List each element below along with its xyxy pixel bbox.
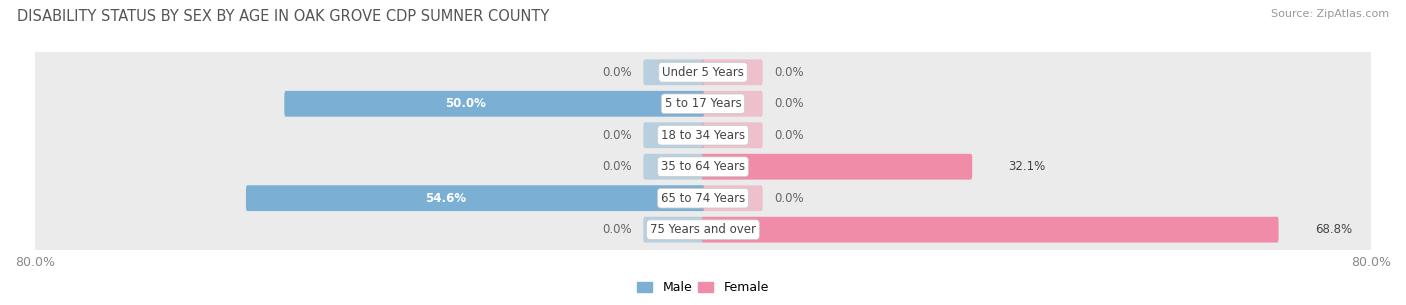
FancyBboxPatch shape <box>32 207 1374 252</box>
FancyBboxPatch shape <box>644 217 704 242</box>
FancyBboxPatch shape <box>702 185 762 211</box>
Text: 0.0%: 0.0% <box>773 129 804 142</box>
Text: 0.0%: 0.0% <box>602 223 633 236</box>
Text: 32.1%: 32.1% <box>1008 160 1046 173</box>
Text: 0.0%: 0.0% <box>773 66 804 79</box>
Text: 0.0%: 0.0% <box>602 66 633 79</box>
Text: 18 to 34 Years: 18 to 34 Years <box>661 129 745 142</box>
Text: 68.8%: 68.8% <box>1315 223 1353 236</box>
Text: DISABILITY STATUS BY SEX BY AGE IN OAK GROVE CDP SUMNER COUNTY: DISABILITY STATUS BY SEX BY AGE IN OAK G… <box>17 9 550 24</box>
FancyBboxPatch shape <box>702 217 1278 242</box>
FancyBboxPatch shape <box>644 122 704 148</box>
FancyBboxPatch shape <box>702 91 762 117</box>
FancyBboxPatch shape <box>702 59 762 85</box>
FancyBboxPatch shape <box>644 59 704 85</box>
FancyBboxPatch shape <box>32 81 1374 126</box>
Text: 75 Years and over: 75 Years and over <box>650 223 756 236</box>
Text: 0.0%: 0.0% <box>773 192 804 205</box>
FancyBboxPatch shape <box>32 144 1374 189</box>
Text: 54.6%: 54.6% <box>426 192 467 205</box>
Text: Source: ZipAtlas.com: Source: ZipAtlas.com <box>1271 9 1389 19</box>
Text: 0.0%: 0.0% <box>602 160 633 173</box>
FancyBboxPatch shape <box>32 176 1374 221</box>
Text: Under 5 Years: Under 5 Years <box>662 66 744 79</box>
Text: 0.0%: 0.0% <box>773 97 804 110</box>
Text: 35 to 64 Years: 35 to 64 Years <box>661 160 745 173</box>
FancyBboxPatch shape <box>246 185 704 211</box>
Text: 50.0%: 50.0% <box>444 97 485 110</box>
Text: 65 to 74 Years: 65 to 74 Years <box>661 192 745 205</box>
Text: 0.0%: 0.0% <box>602 129 633 142</box>
Legend: Male, Female: Male, Female <box>633 276 773 300</box>
FancyBboxPatch shape <box>284 91 704 117</box>
FancyBboxPatch shape <box>702 122 762 148</box>
FancyBboxPatch shape <box>644 154 704 180</box>
Text: 5 to 17 Years: 5 to 17 Years <box>665 97 741 110</box>
FancyBboxPatch shape <box>32 113 1374 158</box>
FancyBboxPatch shape <box>32 50 1374 95</box>
FancyBboxPatch shape <box>702 154 972 180</box>
